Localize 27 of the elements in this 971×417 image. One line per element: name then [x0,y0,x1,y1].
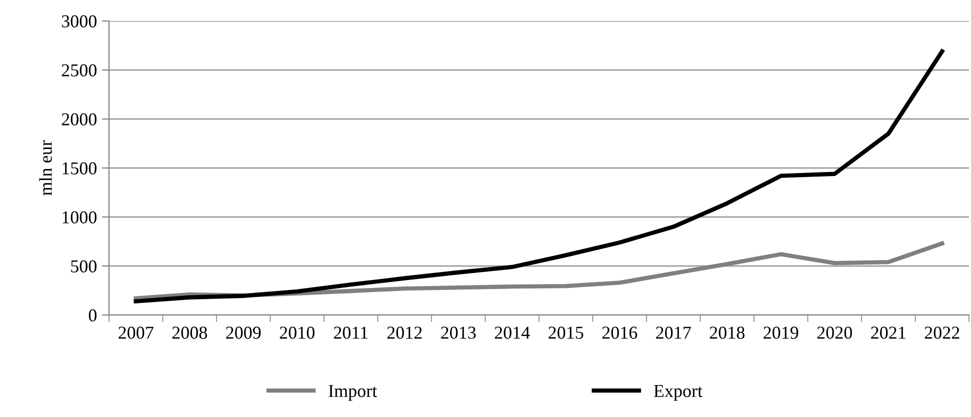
x-tick-label: 2013 [441,326,476,339]
y-tick-label: 1000 [62,211,97,224]
x-tick-label: 2011 [334,326,368,339]
x-tick-label: 2020 [817,326,852,339]
x-tick-label: 2015 [548,326,584,339]
x-tick-label: 2021 [871,326,906,339]
x-tick-label: 2009 [226,326,261,339]
legend-label: Export [654,385,702,401]
x-tick-label: 2014 [494,326,530,339]
line-series [134,49,944,304]
x-tick-label: 2008 [172,326,207,339]
x-tick-label: 2017 [656,326,691,339]
x-tick-label: 2010 [280,326,314,339]
x-tick-label: 2007 [118,326,154,339]
y-tick-label: 1500 [62,162,97,174]
y-tick-label: 3000 [62,15,97,28]
y-tick-label: 2000 [62,113,97,126]
x-tick-label: 2018 [710,326,744,339]
x-tick-label: 2012 [387,326,422,339]
y-tick-label: 500 [71,260,97,272]
y-tick-label: 0 [88,309,97,322]
legend-label: Import [328,385,378,401]
y-tick-label: 2500 [62,64,97,76]
y-axis-title: mln eur [39,140,52,196]
x-tick-label: 2019 [764,326,798,339]
x-tick-label: 2022 [924,326,960,339]
x-tick-label: 2016 [602,326,638,339]
